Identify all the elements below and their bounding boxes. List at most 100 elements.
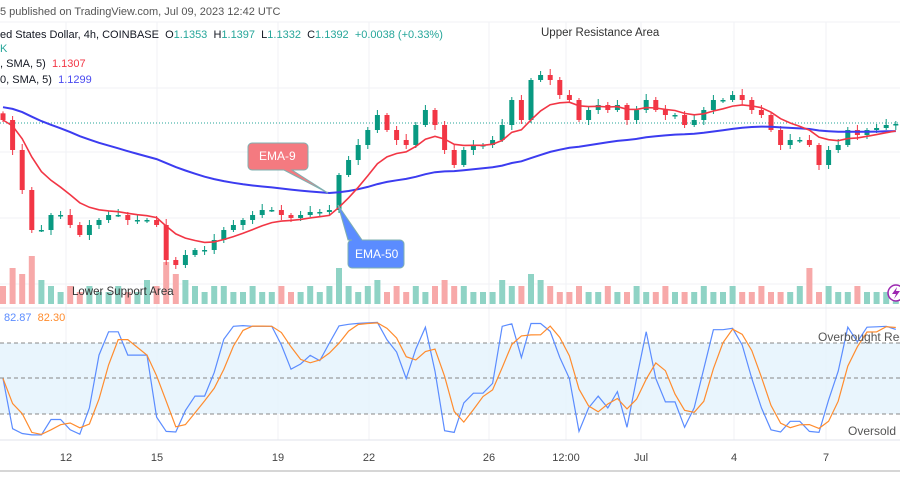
ma1-legend[interactable]: , SMA, 5) 1.1307 (0, 58, 86, 70)
x-tick-label: 4 (730, 452, 738, 464)
published-line: 5 published on TradingView.com, Jul 09, … (0, 6, 281, 18)
candle-body (384, 115, 390, 130)
volume-bar (614, 292, 621, 304)
volume-bar (864, 292, 870, 304)
candle-body (557, 80, 563, 95)
volume-bar (470, 292, 477, 304)
volume-bar (288, 292, 294, 304)
candle-body (845, 130, 851, 145)
candle-body (518, 100, 524, 120)
stoch-legend[interactable]: 82.87 82.30 (4, 312, 65, 324)
volume-bar (451, 286, 458, 304)
candle-body (77, 225, 83, 235)
candle-body (586, 110, 592, 120)
candle-body (442, 125, 448, 150)
candle-body (595, 105, 601, 110)
volume-bar (192, 286, 198, 304)
symbol-legend[interactable]: ed States Dollar, 4h, COINBASE O1.1353 H… (0, 29, 443, 41)
volume-bar (604, 286, 611, 304)
candle-body (538, 75, 544, 80)
ma1-value: 1.1307 (51, 58, 86, 70)
volume-bar (364, 286, 371, 304)
candle-body (413, 125, 419, 145)
volume-bar (163, 262, 170, 304)
candle-body (288, 215, 294, 218)
volume-bar (249, 286, 256, 304)
ma1-label: , SMA, 5) (0, 58, 46, 70)
volume-bar (268, 292, 275, 304)
volume-bar (412, 286, 419, 304)
candle-body (67, 215, 73, 225)
volume-bar (432, 286, 438, 304)
lightning-icon[interactable] (887, 284, 900, 302)
open-value: 1.1353 (173, 29, 208, 41)
volume-bar (595, 292, 602, 304)
candle-body (307, 212, 313, 215)
x-tick-label: 26 (482, 452, 496, 464)
high-value: 1.1397 (221, 29, 256, 41)
volume-legend[interactable]: K (0, 43, 8, 55)
candle-body (86, 225, 92, 235)
volume-bar (854, 286, 861, 304)
candle-body (787, 140, 793, 145)
candle-body (394, 130, 400, 140)
stoch-k-value: 82.87 (4, 312, 32, 324)
candle-body (701, 110, 707, 120)
candle-body (48, 215, 54, 230)
volume-bar (220, 286, 227, 304)
close-label: C (307, 29, 316, 41)
volume-bar (230, 292, 237, 304)
low-value: 1.1332 (267, 29, 301, 41)
volume-bar (105, 292, 112, 304)
volume-bar (153, 286, 160, 304)
candle-body (317, 212, 323, 214)
ma2-value: 1.1299 (58, 74, 92, 86)
candle-body (816, 145, 822, 165)
volume-bar (499, 280, 506, 304)
candle-body (499, 125, 505, 140)
candle-body (893, 124, 899, 126)
ma2-legend[interactable]: 0, SMA, 5) 1.1299 (0, 74, 92, 86)
stoch-d-line (2, 322, 896, 436)
candle-body (173, 260, 179, 265)
upper-resistance-label: Upper Resistance Area (541, 27, 660, 39)
volume-bar (38, 280, 45, 304)
candle-body (490, 140, 496, 145)
volume-bar (547, 286, 554, 304)
volume-bar (182, 280, 189, 304)
volume-bar (787, 292, 794, 304)
candle-body (614, 105, 620, 110)
ma2-label: 0, SMA, 5) (0, 74, 52, 86)
open-label: O (165, 29, 174, 41)
volume-bar (76, 292, 83, 304)
candle-body (710, 100, 716, 110)
ema50-callout (337, 204, 405, 269)
candle-body (806, 140, 812, 145)
volume-bar (460, 286, 467, 304)
candle-body (134, 220, 140, 222)
candle-body (432, 110, 438, 125)
volume-bar (307, 286, 314, 304)
candle-body (797, 140, 803, 142)
candle-body (221, 230, 227, 240)
volume-bar (201, 292, 208, 304)
x-tick-label: Jul (633, 452, 649, 464)
candle-body (778, 130, 784, 145)
volume-bar (316, 292, 323, 304)
candle-body (19, 150, 25, 190)
candle-body (278, 210, 284, 215)
volume-bar (796, 286, 803, 304)
volume-bar (739, 292, 746, 304)
volume-bar (422, 292, 429, 304)
candle-body (730, 95, 736, 100)
candle-body (192, 250, 198, 255)
volume-bar (355, 292, 362, 304)
candle-body (355, 145, 361, 160)
volume-bar (384, 292, 390, 304)
candle-body (106, 215, 112, 220)
volume-bar (124, 292, 131, 304)
volume-bar (528, 274, 534, 304)
volume-bar (652, 292, 659, 304)
candle-body (346, 160, 352, 175)
